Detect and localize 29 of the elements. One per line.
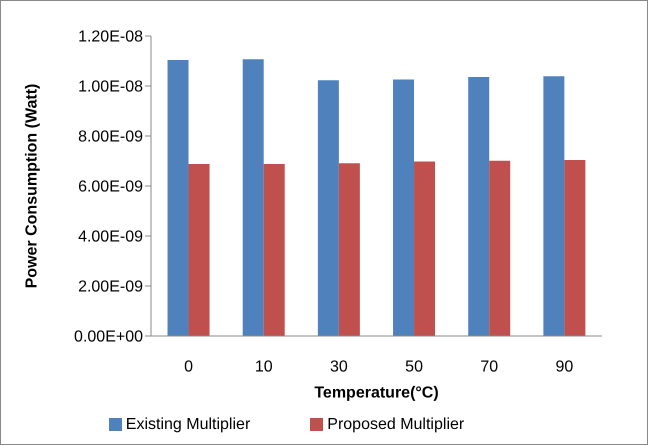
x-axis-title: Temperature(°C) [314, 384, 439, 402]
y-tick-label: 8.00E-09 [78, 128, 144, 146]
bar [318, 80, 339, 336]
bar [338, 163, 360, 336]
bar [543, 76, 564, 336]
bar [264, 164, 285, 336]
bar [393, 80, 414, 336]
bar [564, 160, 586, 336]
legend-label: Proposed Multiplier [327, 416, 464, 433]
y-tick-label: 6.00E-09 [78, 178, 144, 196]
x-tick-label: 10 [254, 358, 273, 376]
bar [168, 60, 189, 336]
bar [468, 77, 490, 336]
bar [414, 162, 436, 336]
y-tick-label: 2.00E-09 [78, 278, 144, 296]
y-tick-label: 0.00E+00 [74, 328, 144, 346]
x-tick-label: 30 [330, 358, 348, 376]
x-tick-label: 0 [184, 358, 194, 376]
x-tick-label: 50 [405, 358, 424, 376]
y-tick-label: 4.00E-09 [78, 228, 144, 246]
y-tick-label: 1.00E-08 [78, 78, 144, 96]
bar [489, 160, 510, 336]
bar [242, 59, 264, 336]
x-tick-label: 90 [556, 358, 574, 376]
x-tick-label: 70 [480, 358, 498, 376]
legend-label: Existing Multiplier [126, 416, 250, 433]
y-tick-label: 1.20E-08 [78, 28, 144, 46]
bar [188, 164, 210, 336]
y-axis-title: Power Consumption (Watt) [24, 84, 41, 288]
